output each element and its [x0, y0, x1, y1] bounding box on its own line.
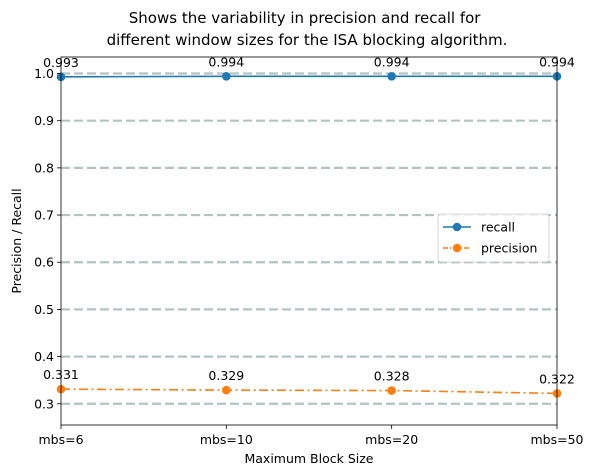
series-line-precision [60, 388, 558, 395]
chart-title-line-1: Shows the variability in precision and r… [129, 9, 482, 27]
x-tick-label: mbs=50 [530, 432, 583, 447]
data-point-precision [222, 385, 231, 395]
chart-title-line-2: different window sizes for the ISA block… [107, 31, 508, 49]
legend: recall precision [437, 213, 550, 263]
y-tick-label: 0.3 [34, 396, 54, 411]
data-label-recall: 0.994 [208, 54, 244, 69]
y-axis: 0.3 0.4 0.5 0.6 0.7 0.8 0.9 1.0 [34, 66, 61, 411]
y-tick-label: 0.5 [34, 302, 54, 317]
data-label-precision: 0.328 [374, 369, 410, 384]
legend-label-precision: precision [481, 241, 537, 256]
plot-frame [60, 56, 558, 426]
data-label-recall: 0.994 [374, 54, 410, 69]
x-axis-label: Maximum Block Size [244, 451, 373, 466]
y-tick-label: 1.0 [34, 66, 54, 81]
legend-frame [437, 213, 550, 263]
x-tick-label: mbs=6 [38, 432, 83, 447]
data-point-recall [222, 72, 231, 81]
data-point-precision [387, 386, 396, 395]
y-axis-label: Precision / Recall [9, 188, 24, 293]
x-axis: mbs=6 mbs=10 mbs=20 mbs=50 [38, 425, 584, 447]
y-tick-label: 0.6 [34, 255, 54, 270]
y-tick-label: 0.9 [34, 113, 54, 128]
chart-title: Shows the variability in precision and r… [107, 9, 508, 49]
x-tick-label: mbs=10 [200, 432, 253, 447]
legend-marker-precision [452, 243, 462, 253]
data-point-recall [387, 72, 396, 81]
gridlines [61, 72, 557, 405]
legend-marker-recall [452, 222, 462, 232]
y-tick-label: 0.7 [34, 208, 54, 223]
legend-label-recall: recall [481, 220, 515, 235]
y-tick-label: 0.4 [34, 349, 54, 364]
data-label-precision: 0.329 [208, 368, 244, 383]
y-tick-label: 0.8 [34, 160, 54, 175]
x-tick-label: mbs=20 [365, 432, 418, 447]
